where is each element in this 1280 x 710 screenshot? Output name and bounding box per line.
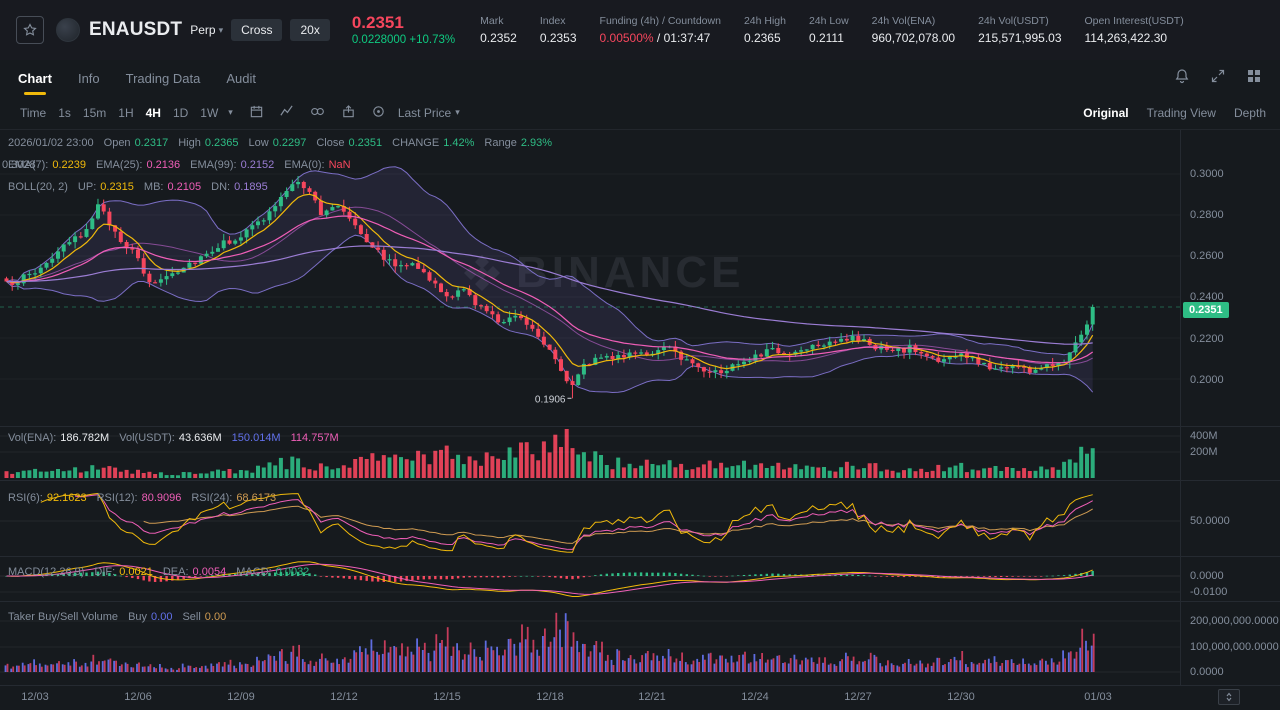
funding-countdown: / 01:37:47 (656, 31, 711, 45)
tab-chart[interactable]: Chart (18, 70, 52, 86)
compare-button[interactable] (309, 104, 326, 122)
export-icon (343, 104, 354, 117)
calendar-icon (250, 105, 263, 117)
axis-tick-label: 0.0000 (1190, 570, 1224, 582)
price-block: 0.2351 0.0228000 +10.73% (352, 14, 455, 46)
axis-tick-label: 0.2800 (1190, 209, 1224, 221)
axis-tick-label: 200,000,000.0000 (1190, 615, 1279, 627)
coin-logo (56, 18, 80, 42)
chart-type-icon (280, 105, 293, 116)
leverage-button[interactable]: 20x (290, 19, 330, 41)
interval-15m[interactable]: 15m (82, 105, 107, 120)
funding-rate: 0.00500% (599, 31, 654, 45)
time-axis-label: 12/21 (638, 691, 666, 703)
axis-tick-label: 0.2000 (1190, 374, 1224, 386)
time-axis-label: 12/09 (227, 691, 255, 703)
time-axis-label: 12/15 (433, 691, 461, 703)
stat-24h-low: 24h Low 0.2111 (808, 15, 849, 45)
stat-mark: Mark 0.2352 (480, 15, 517, 45)
price-change: 0.0228000 +10.73% (351, 33, 456, 46)
time-axis[interactable]: 12/03 12/06 12/09 12/12 12/15 12/18 12/21 12/24… (0, 686, 1280, 710)
grid-icon (1248, 69, 1260, 82)
time-axis-label: 12/06 (124, 691, 152, 703)
fullscreen-button[interactable] (1210, 68, 1226, 89)
view-original[interactable]: Original (1083, 105, 1129, 120)
price-source-label: Last Price (397, 105, 452, 120)
axis-tick-label: 0.2200 (1190, 333, 1224, 345)
interval-more-dropdown[interactable]: ▾ (228, 107, 233, 117)
time-axis-label: 01/03 (1084, 691, 1112, 703)
contract-type-label: Perp (190, 23, 216, 37)
time-axis-label: 12/03 (21, 691, 49, 703)
export-button[interactable] (341, 104, 356, 122)
chart-style-button[interactable] (279, 104, 294, 122)
tab-info[interactable]: Info (77, 70, 100, 86)
stat-funding-countdown: Funding (4h) / Countdown 0.00500% / 01:3… (599, 15, 721, 45)
interval-4h[interactable]: 4H (145, 105, 161, 120)
tab-trading-data[interactable]: Trading Data (125, 70, 201, 86)
chevron-down-icon: ▾ (455, 107, 460, 117)
header: ENAUSDT Perp ▾ Cross 20x 0.2351 0.022800… (0, 0, 1280, 60)
axis-tick-label: 0.2400 (1190, 291, 1224, 303)
chart-canvas[interactable]: 0.1906 (0, 130, 1280, 686)
stat-24h-vol-usdt: 24h Vol(USDT) 215,571,995.03 (978, 15, 1062, 45)
axis-tick-label: 400M (1190, 430, 1218, 442)
time-axis-label: 12/24 (741, 691, 769, 703)
tab-right-icons (1174, 68, 1262, 89)
section-tabs: Chart Info Trading Data Audit (0, 60, 1280, 96)
axis-tick-label: -0.0100 (1190, 586, 1228, 598)
interval-1d[interactable]: 1D (172, 105, 189, 120)
chart-view-switch: Original Trading View Depth (1083, 106, 1266, 120)
symbol-title: ENAUSDT (89, 19, 183, 40)
axis-tick-label: 200M (1190, 446, 1218, 458)
time-axis-label: 12/18 (536, 691, 564, 703)
settings-target-icon (373, 105, 384, 117)
tab-audit[interactable]: Audit (226, 70, 256, 86)
chart-toolbar: Time 1s 15m 1H 4H 1D 1W ▾ Last Price ▾ O… (0, 96, 1280, 130)
bell-icon (1175, 68, 1189, 83)
market-stats: Mark 0.2352 Index 0.2353 Funding (4h) / … (480, 15, 1184, 45)
stat-24h-vol-ena: 24h Vol(ENA) 960,702,078.00 (871, 15, 956, 45)
last-price: 0.2351 (351, 13, 404, 33)
toolbar-icons (249, 104, 386, 122)
interval-settings-button[interactable] (249, 104, 264, 122)
favorite-button[interactable] (16, 16, 44, 44)
last-price-tag: 0.2351 (1183, 302, 1229, 318)
stat-open-interest: Open Interest(USDT) 114,263,422.30 (1084, 15, 1184, 45)
svg-text:0.1906: 0.1906 (535, 394, 566, 405)
layout-button[interactable] (1246, 68, 1262, 89)
axis-scale-button[interactable] (1218, 689, 1240, 705)
left-axis-price-label: 0.3028 (2, 159, 36, 171)
chevron-down-icon: ▾ (218, 24, 224, 35)
time-axis-label: 12/30 (947, 691, 975, 703)
interval-1s[interactable]: 1s (58, 105, 71, 120)
interval-1w[interactable]: 1W (200, 105, 219, 120)
interval-1h[interactable]: 1H (118, 105, 134, 120)
axis-tick-label: 0.0000 (1190, 666, 1224, 678)
price-source-dropdown[interactable]: Last Price ▾ (398, 106, 460, 120)
time-axis-label: 12/27 (844, 691, 872, 703)
compare-icon (310, 107, 324, 115)
margin-mode-button[interactable]: Cross (231, 19, 283, 41)
star-icon (23, 23, 37, 36)
time-axis-label: 12/12 (330, 691, 358, 703)
notifications-button[interactable] (1174, 68, 1190, 89)
axis-tick-label: 100,000,000.0000 (1190, 641, 1279, 653)
arrows-up-down-icon (1226, 692, 1232, 702)
stat-24h-high: 24h High 0.2365 (743, 15, 786, 45)
price-axis[interactable]: 0.3000 0.2800 0.2600 0.2400 0.2200 0.2000 400M… (1180, 130, 1280, 686)
stat-index: Index 0.2353 (539, 15, 577, 45)
axis-tick-label: 50.0000 (1190, 515, 1230, 527)
axis-tick-label: 0.2600 (1190, 250, 1224, 262)
view-depth[interactable]: Depth (1233, 105, 1266, 120)
chart-settings-button[interactable] (371, 104, 386, 122)
expand-icon (1211, 69, 1225, 82)
chart-area: BINANCE 0.1906 0.3028 2026/01/02 23:00 O… (0, 130, 1280, 710)
view-tradingview[interactable]: Trading View (1146, 105, 1216, 120)
contract-type-dropdown[interactable]: Perp ▾ (190, 23, 223, 37)
interval-time[interactable]: Time (20, 105, 47, 120)
axis-tick-label: 0.3000 (1190, 168, 1224, 180)
